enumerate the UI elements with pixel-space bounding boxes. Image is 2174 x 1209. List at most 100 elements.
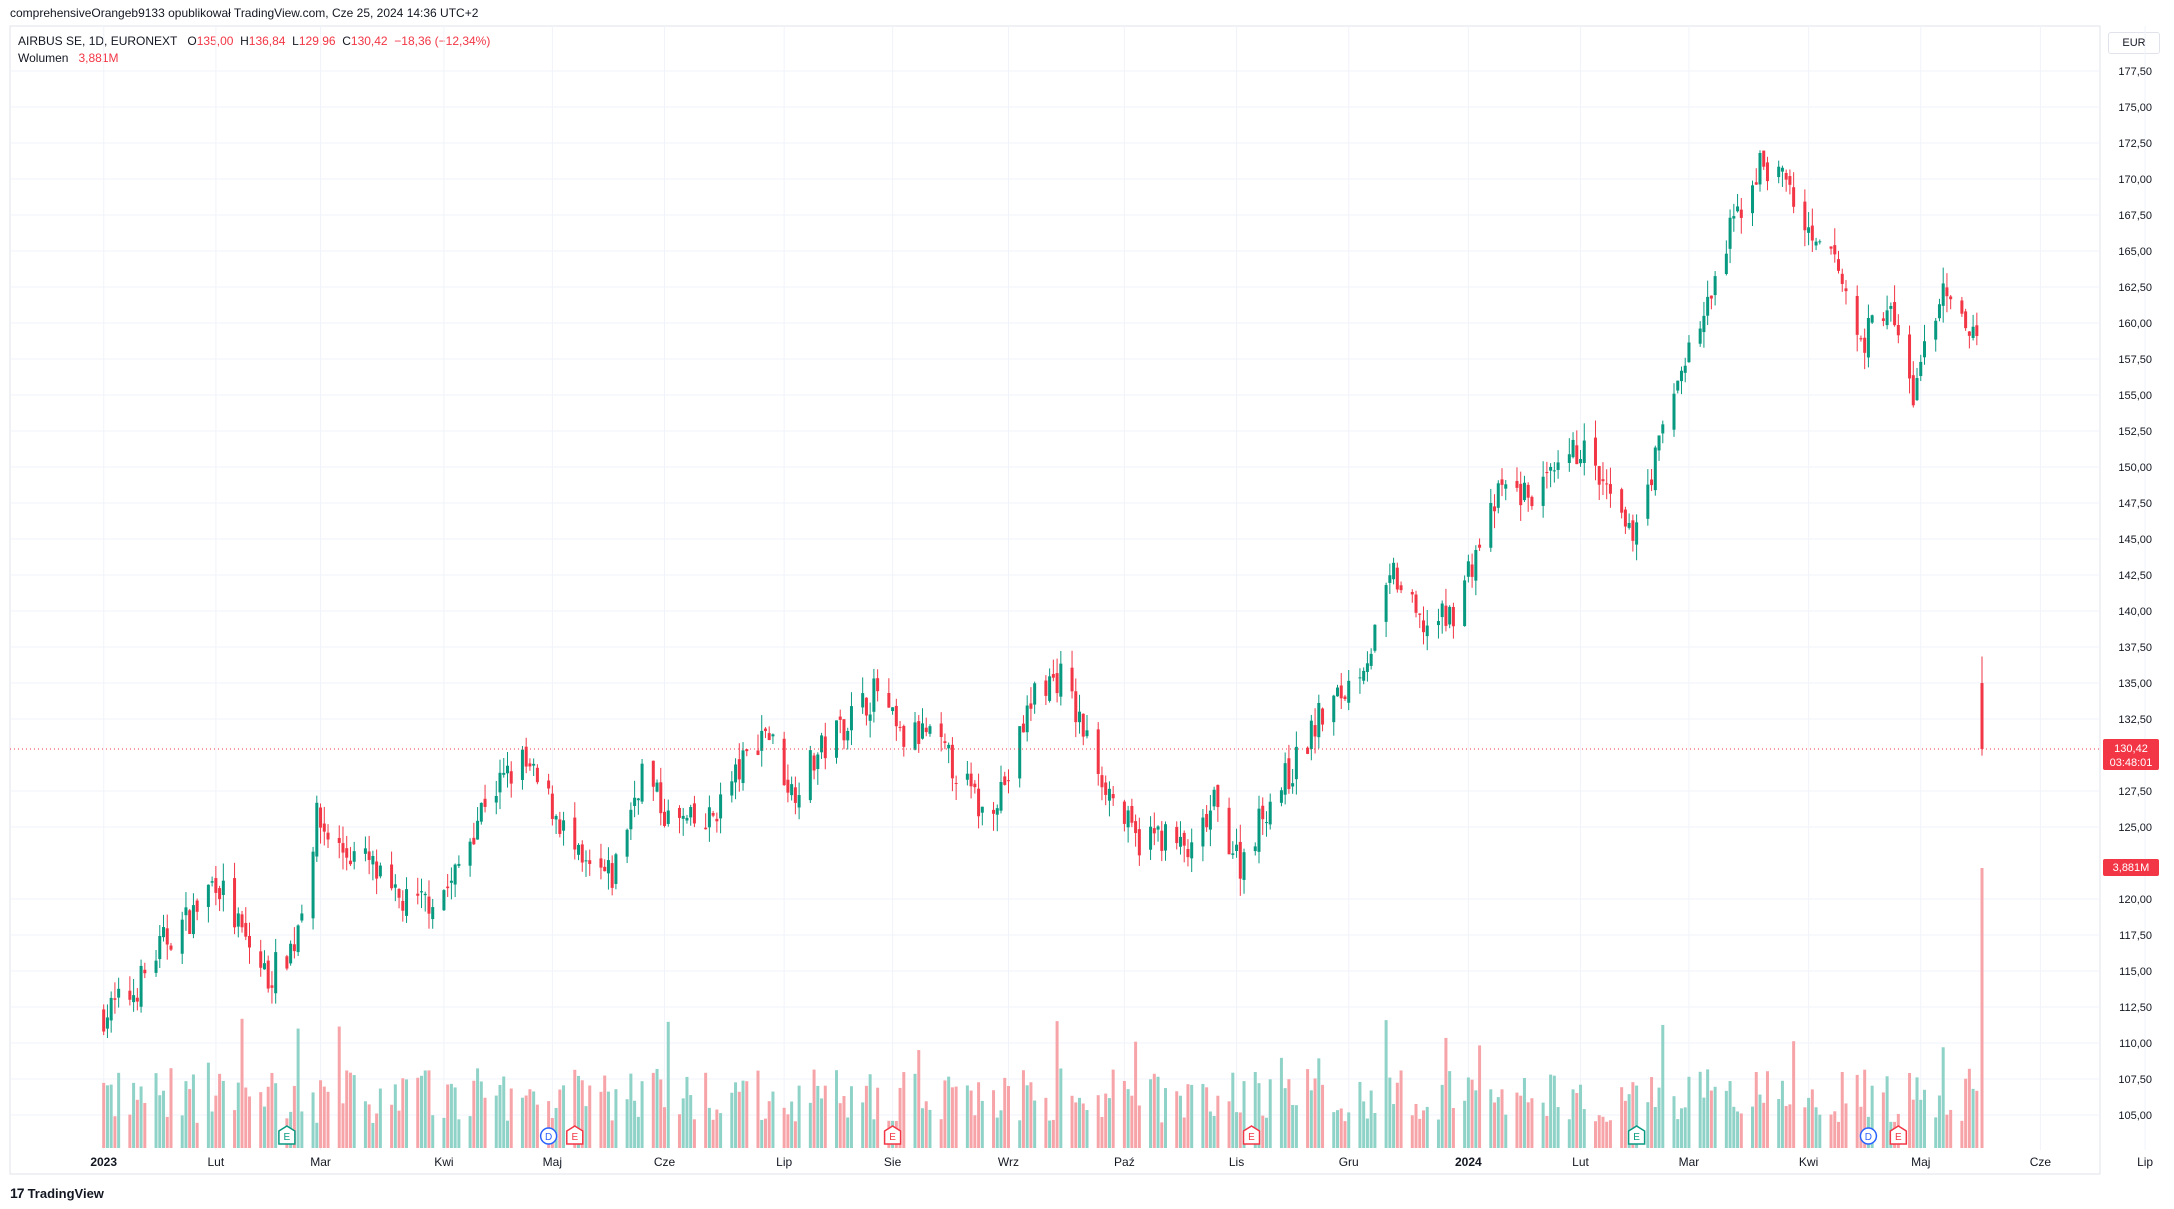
volume-bar [117,1072,121,1148]
volume-bar [240,1018,244,1148]
candle-body [139,965,143,1007]
candle-body [1059,663,1063,697]
tradingview-logo[interactable]: 17 TradingView [10,1185,104,1201]
candle-body [1078,711,1082,723]
volume-bar [427,1070,431,1148]
volume-bar [1440,1084,1444,1148]
candle-body [1294,746,1298,780]
volume-bar [1152,1073,1156,1148]
candle-body [1732,216,1736,219]
candle-body [1018,726,1022,779]
candle-body [401,900,405,911]
candle-body [558,819,562,834]
volume-bar [562,1085,566,1148]
volume-bar [1949,1109,1953,1148]
candle-body [262,963,266,970]
candle-body [1358,677,1362,679]
symbol-title[interactable]: AIRBUS SE, 1D, EURONEXT [18,34,178,48]
candle-body [1661,424,1665,434]
dividend-marker-icon[interactable] [539,1127,558,1145]
open-label: O [187,34,197,48]
volume-bar [842,1096,846,1148]
volume-bar [1552,1075,1556,1148]
earnings-marker-icon[interactable] [1242,1125,1261,1145]
candle-body [573,817,577,850]
candle-body [416,893,420,896]
volume-bar [1362,1101,1366,1148]
candle-body [240,914,244,928]
candle-body [1653,447,1657,491]
volume-bar [449,1083,453,1148]
volume-bar [917,1050,921,1148]
volume-bar [102,1082,106,1148]
earnings-marker-icon[interactable] [566,1125,584,1145]
volume-bar [1414,1103,1418,1148]
volume-bar [520,1097,524,1148]
candle-body [449,880,453,883]
volume-bar [1575,1092,1579,1148]
candle-body [1885,310,1889,326]
earnings-marker-icon[interactable] [1627,1125,1646,1145]
candle-body [1893,302,1897,326]
volume-bar [1182,1117,1186,1148]
last-volume-bar [1980,868,1984,1148]
candle-body [872,678,876,712]
candle-body [1440,603,1444,618]
currency-button[interactable]: EUR [2108,32,2160,54]
volume-bar [1451,1107,1455,1148]
volume-bar [1347,1112,1351,1148]
candle-body [655,782,659,792]
candle-body [1137,829,1141,856]
candle-body [1343,696,1347,700]
volume-bar [1687,1076,1691,1148]
volume-tag: 3,881M [2103,859,2159,876]
x-tick-label: Maj [543,1155,562,1169]
volume-bar [1156,1076,1160,1148]
volume-bar [1908,1072,1912,1148]
volume-bar [640,1081,644,1148]
marker-letter: E [571,1132,578,1143]
volume-bar [188,1089,192,1148]
candle-body [1107,788,1111,801]
volume-bar [1399,1070,1403,1148]
volume-bar [184,1081,188,1148]
volume-bar [1934,1117,1938,1148]
volume-bar [1134,1041,1138,1148]
volume-bar [547,1101,551,1148]
candle-body [1231,853,1235,855]
candle-body [502,772,506,775]
volume-bar [1137,1105,1141,1148]
candle-body [1365,663,1369,672]
candle-body [1545,471,1549,474]
volume-bar [939,1119,943,1148]
candle-body [767,733,771,741]
volume-bar [715,1109,719,1148]
candle-body [681,815,685,819]
candle-body [1937,304,1941,319]
volume-bar [1627,1094,1631,1148]
volume-bar [206,1062,210,1148]
last-price-value: 130,42 [2114,743,2148,755]
volume-bar [416,1077,420,1148]
volume-bar [218,1073,222,1148]
volume-bar [965,1085,969,1148]
candle-body [509,771,513,784]
volume-label[interactable]: Wolumen [18,51,69,65]
earnings-marker-icon[interactable] [278,1125,296,1145]
y-tick-label: 127,50 [2118,786,2152,798]
volume-bar [1478,1045,1482,1148]
volume-bar [1444,1037,1448,1148]
volume-bar [319,1080,323,1148]
candle-body [1235,844,1239,851]
earnings-marker-icon[interactable] [883,1125,902,1145]
time-axis[interactable]: 2023 Lut Mar Kwi Maj Cze Lip Sie Wrz Paź Lis Gru 202… [90,1155,2153,1169]
candle-body [476,820,480,840]
y-tick-label: 172,50 [2118,138,2152,150]
candle-body [707,807,711,828]
volume-bar [659,1079,663,1148]
dividend-marker-icon[interactable] [1859,1127,1878,1145]
earnings-marker-icon[interactable] [1889,1125,1908,1145]
price-axis[interactable]: 177,50 175,00 172,50 170,00 167,50 165,00 162,… [2118,66,2152,1122]
volume-bar [1496,1097,1500,1148]
